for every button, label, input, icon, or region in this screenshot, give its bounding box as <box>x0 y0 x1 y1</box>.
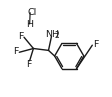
Text: F: F <box>18 32 23 41</box>
Text: NH: NH <box>44 30 58 39</box>
Text: Cl: Cl <box>28 8 37 17</box>
Text: F: F <box>92 40 97 49</box>
Text: 2: 2 <box>54 31 59 40</box>
Text: F: F <box>26 60 31 69</box>
Text: F: F <box>13 47 19 56</box>
Text: H: H <box>26 20 33 29</box>
